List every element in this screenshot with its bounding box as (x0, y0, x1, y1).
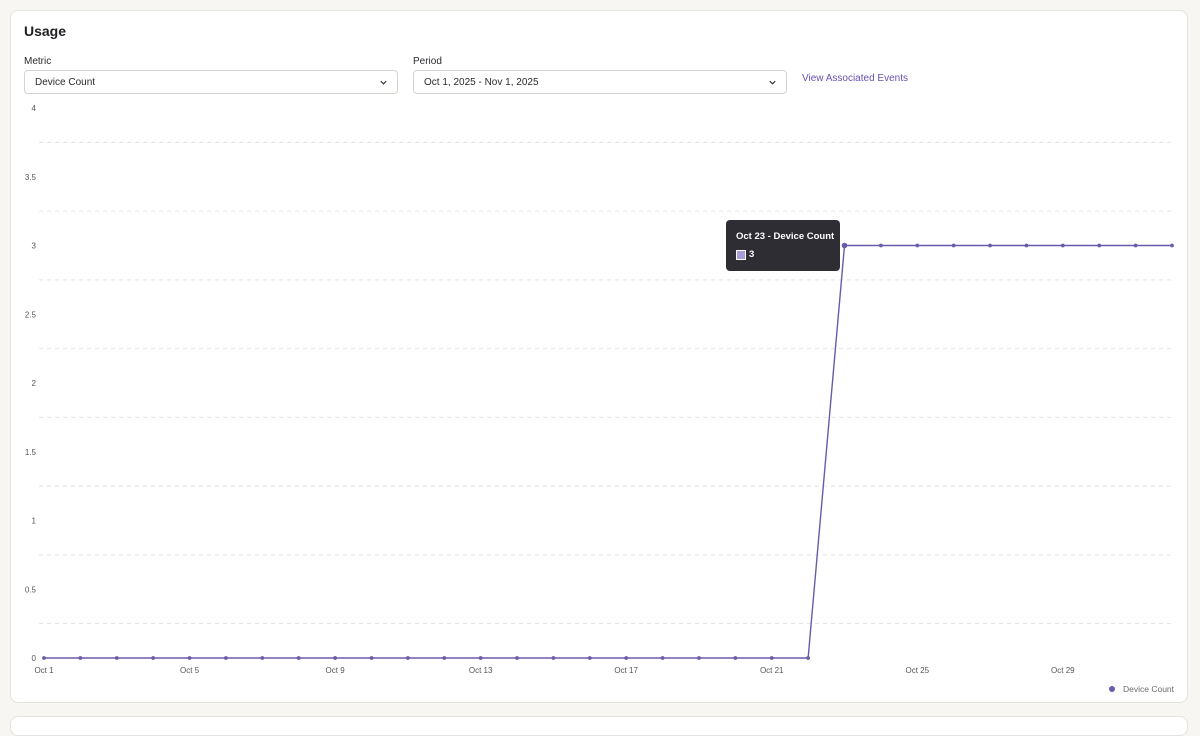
tooltip-series-swatch (736, 250, 746, 260)
y-tick-label: 4 (32, 104, 37, 113)
x-tick-label: Oct 21 (760, 666, 784, 675)
data-point (1024, 243, 1029, 248)
tooltip-title: Oct 23 - Device Count (736, 231, 835, 242)
chart-legend[interactable]: Device Count (1109, 684, 1174, 694)
period-label: Period (413, 56, 442, 67)
data-point (551, 656, 556, 660)
chart-tooltip: Oct 23 - Device Count 3 (726, 220, 840, 271)
x-tick-label: Oct 13 (469, 666, 493, 675)
data-point (515, 656, 519, 660)
metric-label: Metric (24, 56, 52, 67)
data-point (42, 656, 46, 660)
data-point (333, 656, 337, 660)
x-tick-label: Oct 1 (34, 666, 54, 675)
y-tick-label: 3.5 (25, 173, 37, 182)
x-tick-label: Oct 9 (326, 666, 346, 675)
data-point (587, 656, 592, 660)
data-point (369, 656, 374, 660)
y-tick-label: 1.5 (25, 448, 37, 457)
data-point (1170, 243, 1174, 248)
data-point (1097, 243, 1102, 248)
period-select[interactable]: Oct 1, 2025 - Nov 1, 2025 (413, 70, 787, 94)
tooltip-value: 3 (749, 249, 755, 260)
data-point (151, 656, 156, 660)
y-tick-label: 0 (32, 654, 37, 663)
data-point (915, 243, 920, 248)
chevron-down-icon (769, 80, 776, 85)
y-tick-label: 2 (32, 379, 37, 388)
data-point (769, 656, 774, 660)
data-point (1060, 243, 1065, 248)
data-point (988, 243, 992, 248)
chevron-down-icon (380, 80, 387, 85)
y-tick-label: 0.5 (25, 585, 37, 594)
data-point (478, 656, 483, 660)
data-point (624, 656, 629, 660)
data-point (1133, 243, 1138, 248)
usage-card: Usage Metric Device Count Period Oct 1, … (10, 10, 1188, 703)
y-tick-label: 3 (32, 242, 37, 251)
data-point (697, 656, 701, 660)
data-point (405, 656, 410, 660)
data-point (879, 243, 883, 248)
y-tick-label: 1 (32, 517, 37, 526)
data-point (442, 656, 447, 660)
y-tick-label: 2.5 (25, 310, 37, 319)
view-associated-events-link[interactable]: View Associated Events (802, 73, 908, 84)
x-tick-label: Oct 25 (906, 666, 930, 675)
data-point (187, 656, 192, 660)
data-point (733, 656, 738, 660)
x-tick-label: Oct 5 (180, 666, 200, 675)
usage-line-chart: 0 0.5 1 1.5 2 2.5 3 3.5 4 Oct 1 Oct 5 Oct 9 Oct 13 Oc… (25, 104, 1174, 675)
series-line-device-count (44, 244, 1172, 659)
legend-label-device-count: Device Count (1123, 684, 1175, 694)
data-point (806, 656, 811, 660)
data-point (660, 656, 665, 660)
metric-select[interactable]: Device Count (24, 70, 398, 94)
data-point (224, 656, 228, 660)
x-tick-label: Oct 17 (614, 666, 638, 675)
data-point (78, 656, 83, 660)
metric-select-value: Device Count (35, 76, 96, 88)
data-point (296, 656, 301, 660)
legend-marker-device-count (1109, 686, 1115, 692)
data-point (951, 243, 956, 248)
card-title: Usage (24, 23, 67, 39)
data-point (841, 242, 848, 249)
period-select-value: Oct 1, 2025 - Nov 1, 2025 (424, 76, 539, 88)
data-point (260, 656, 265, 660)
x-tick-label: Oct 29 (1051, 666, 1075, 675)
next-card (10, 716, 1188, 736)
data-point (114, 656, 119, 660)
